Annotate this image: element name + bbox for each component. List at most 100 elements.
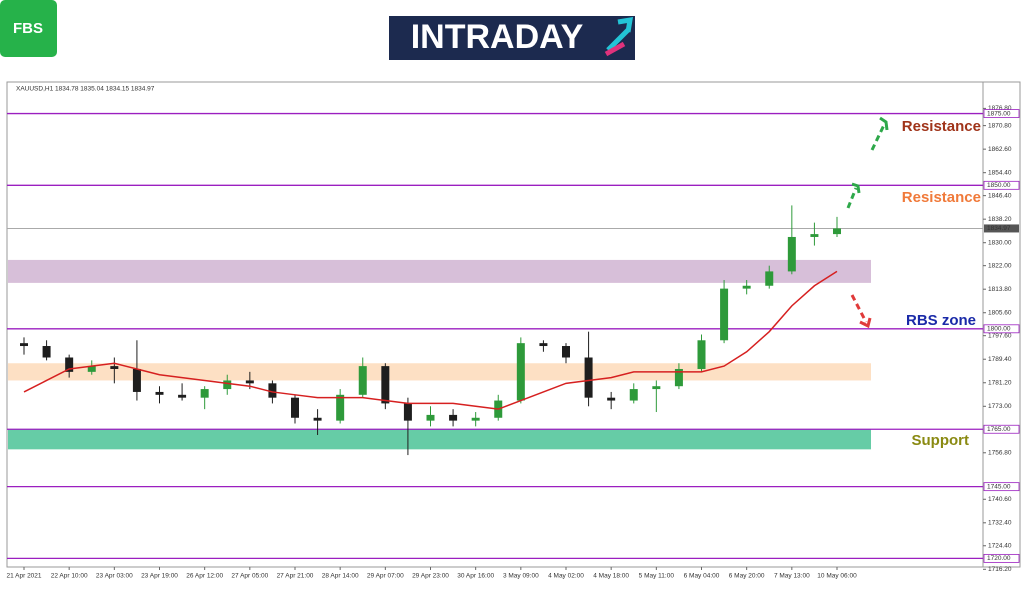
banner-box — [389, 16, 635, 60]
x-tick-label: 4 May 18:00 — [593, 573, 629, 580]
y-tick-label: 1789.40 — [988, 356, 1012, 363]
level-tag — [983, 324, 1020, 334]
x-tick-label: 6 May 20:00 — [729, 573, 765, 580]
x-tick-label: 6 May 04:00 — [684, 573, 720, 580]
candle-body — [178, 394, 187, 398]
y-tick-label: 1822.00 — [988, 262, 1012, 269]
candle-body — [449, 414, 458, 421]
y-tick-label: 1756.80 — [988, 449, 1012, 456]
logo-text: FBS — [13, 20, 43, 37]
banner-arrow — [604, 41, 626, 57]
candle-body — [223, 380, 232, 390]
candle-body — [132, 368, 141, 392]
candle-body — [516, 343, 525, 401]
annotation: RBS zone — [906, 312, 976, 329]
x-tick-label: 7 May 13:00 — [774, 573, 810, 580]
candle-body — [358, 366, 367, 395]
level-tag — [983, 424, 1020, 434]
annotation: Resistance — [902, 118, 981, 135]
y-tick-label: 1870.80 — [988, 122, 1012, 129]
level-label: 1850.00 — [987, 182, 1011, 189]
level-tag — [983, 109, 1020, 118]
y-tick-label: 1732.40 — [988, 520, 1012, 527]
x-tick-label: 27 Apr 21:00 — [277, 573, 314, 580]
zone — [8, 429, 871, 450]
candle-body — [833, 228, 841, 235]
level-label: 1745.00 — [987, 483, 1011, 490]
y-tick-label: 1813.80 — [988, 286, 1012, 293]
annotation: Support — [912, 432, 970, 449]
x-tick-label: 10 May 06:00 — [817, 573, 857, 580]
x-tick-label: 4 May 02:00 — [548, 573, 584, 580]
candle-body — [200, 389, 209, 398]
candle-body — [787, 236, 796, 272]
y-tick-label: 1797.60 — [988, 332, 1012, 339]
y-tick-label: 1846.40 — [988, 192, 1012, 199]
candle-body — [268, 383, 277, 398]
candle-body — [471, 417, 480, 421]
y-tick-label: 1854.40 — [988, 169, 1012, 176]
candle-body — [674, 368, 683, 387]
candle-body — [381, 366, 390, 404]
candle-body — [110, 366, 119, 369]
candle-body — [336, 394, 345, 421]
y-tick-label: 1862.60 — [988, 146, 1012, 153]
candle-body — [65, 357, 74, 372]
y-tick-label: 1830.00 — [988, 239, 1012, 246]
candle-body — [765, 271, 774, 286]
level-label: 1720.00 — [987, 555, 1011, 562]
arrow-up — [846, 187, 858, 209]
candle-body — [245, 380, 254, 384]
level-tag — [983, 180, 1020, 190]
frame — [6, 81, 1021, 568]
x-tick-label: 3 May 09:00 — [503, 573, 539, 580]
symbol-info: XAUUSD,H1 1834.78 1835.04 1834.15 1834.9… — [16, 86, 155, 93]
candle-body — [426, 414, 435, 421]
candle-body — [720, 288, 729, 341]
zone — [8, 259, 871, 283]
candle-body — [584, 357, 593, 398]
level-tag — [983, 553, 1020, 563]
x-tick-label: 5 May 11:00 — [639, 573, 675, 580]
y-tick-label: 1740.60 — [988, 496, 1012, 503]
x-tick-label: 27 Apr 05:00 — [231, 573, 268, 580]
y-tick-label: 1716.20 — [988, 566, 1012, 573]
y-tick-label: 1838.20 — [988, 216, 1012, 223]
candle-body — [155, 391, 164, 395]
x-tick-label: 21 Apr 2021 — [6, 573, 41, 580]
level-tag — [983, 482, 1020, 492]
candle-body — [697, 340, 706, 369]
price-tag — [984, 224, 1019, 233]
y-tick-label: 1773.00 — [988, 403, 1012, 410]
candle-body — [42, 346, 51, 358]
candle-body — [20, 343, 28, 347]
arrow-down — [850, 294, 868, 323]
candle-body — [87, 366, 96, 372]
x-tick-label: 30 Apr 16:00 — [457, 573, 494, 580]
x-tick-label: 26 Apr 12:00 — [186, 573, 223, 580]
arrow-head — [851, 182, 861, 194]
level-label: 1765.00 — [987, 426, 1011, 433]
zone — [8, 363, 871, 381]
logo-box — [0, 0, 57, 57]
x-tick-label: 23 Apr 03:00 — [96, 573, 133, 580]
candle-body — [810, 234, 819, 237]
banner-arrow — [606, 16, 634, 52]
arrows — [846, 116, 889, 329]
moving-average — [23, 270, 838, 410]
candle-body — [742, 285, 751, 289]
x-tick-label: 22 Apr 10:00 — [51, 573, 88, 580]
y-tick-label: 1876.80 — [988, 105, 1012, 112]
arrow-head — [879, 116, 889, 131]
y-tick-label: 1781.20 — [988, 379, 1012, 386]
candle-body — [539, 343, 548, 347]
y-tick-label: 1724.40 — [988, 542, 1012, 549]
candle-body — [607, 397, 616, 401]
x-tick-label: 23 Apr 19:00 — [141, 573, 178, 580]
candle-body — [562, 346, 570, 358]
x-tick-label: 29 Apr 07:00 — [367, 573, 404, 580]
level-label: 1875.00 — [987, 110, 1011, 117]
candle-body — [652, 386, 661, 390]
